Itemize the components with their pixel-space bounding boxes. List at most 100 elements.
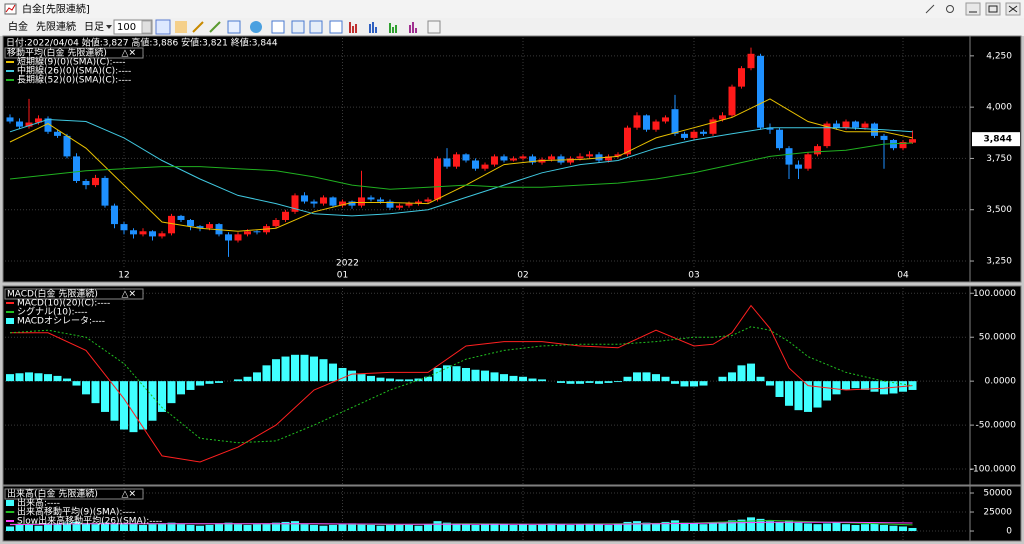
period-label[interactable]: 日足: [84, 21, 104, 33]
candle-body: [367, 197, 375, 200]
y-tick-label: 3,750: [986, 154, 1012, 164]
table-tool[interactable]: [291, 20, 305, 34]
legend-entry: 出来高:----: [17, 497, 60, 509]
histogram-bar: [747, 363, 755, 382]
histogram-bar: [291, 521, 299, 532]
histogram-bar: [120, 381, 128, 430]
candle-body: [215, 224, 223, 235]
histogram-bar: [44, 374, 52, 382]
histogram-bar: [186, 381, 195, 390]
histogram-bar: [53, 524, 62, 532]
histogram-bar: [348, 523, 356, 532]
histogram-bar: [414, 525, 423, 532]
candle-body: [861, 123, 869, 128]
zoom-tool[interactable]: [227, 20, 241, 34]
histogram-bar: [538, 379, 546, 382]
list-tool[interactable]: [309, 20, 323, 34]
candle-body: [576, 156, 584, 159]
histogram-bar: [148, 381, 157, 421]
candle-body: [434, 158, 441, 200]
histogram-bar: [196, 381, 204, 386]
histogram-bar: [509, 375, 518, 382]
histogram-bar: [72, 521, 81, 532]
period-dropdown[interactable]: [106, 25, 112, 29]
pen-tool[interactable]: [192, 21, 204, 33]
contract-label[interactable]: 先限連続: [36, 20, 76, 33]
histogram-bar: [243, 524, 252, 532]
histogram-bar: [671, 520, 679, 532]
close-glyph: [1008, 5, 1018, 13]
candle-body: [548, 156, 555, 160]
y-tick-label: 50.0000: [979, 333, 1016, 343]
line-tool[interactable]: [209, 21, 221, 33]
volume-tool[interactable]: [389, 23, 397, 33]
info-tool[interactable]: [250, 21, 262, 33]
settings-tool[interactable]: [427, 20, 441, 34]
legend-entry: MACD(10)(20)(C):----: [17, 299, 110, 309]
x-tick-label: 12: [118, 271, 129, 281]
histogram-bar: [699, 381, 708, 386]
histogram-bar: [709, 522, 717, 532]
legend-title: 出来高(白金 先限連続): [7, 488, 98, 500]
histogram-bar: [234, 379, 242, 382]
histogram-bar: [196, 525, 204, 532]
histogram-bar: [595, 524, 603, 532]
candle-body: [757, 55, 764, 128]
candle-body: [234, 234, 242, 241]
plots: 3,250 3,500 3,750 4,000 4,250 12 01 02 03 04 2022 3…: [2, 35, 1022, 542]
histogram-bar: [870, 381, 879, 392]
legend-title-box: [4, 47, 144, 59]
legend-entry: 出来高移動平均(9)(SMA):----: [17, 506, 135, 518]
histogram-bar: [338, 367, 347, 382]
histogram-bar: [623, 521, 632, 532]
histogram-bar: [832, 522, 841, 532]
histogram-bar: [585, 523, 594, 532]
histogram-bar: [462, 524, 470, 532]
histogram-bar: [500, 524, 508, 532]
legend-entry: 短期線(9)(0)(SMA)(C):----: [17, 56, 125, 68]
maximize-button[interactable]: [985, 2, 1001, 16]
histogram-bar: [699, 524, 708, 532]
candle-body: [54, 131, 61, 136]
count-spinner[interactable]: [141, 20, 152, 34]
candle-body: [871, 123, 878, 136]
histogram-bar: [585, 381, 594, 383]
hand-tool[interactable]: [175, 21, 187, 33]
last-price-label: 3,844: [984, 135, 1012, 145]
histogram-bar: [538, 524, 546, 532]
histogram-bar: [272, 522, 280, 532]
histogram-bar: [405, 524, 413, 532]
candle-body: [405, 203, 413, 206]
candle-body: [728, 86, 736, 116]
grid-tool[interactable]: [329, 20, 343, 34]
candle-tool[interactable]: [369, 22, 377, 33]
cursor-tool[interactable]: [155, 19, 171, 35]
histogram-bar: [395, 524, 404, 532]
legend-title-box: [4, 488, 144, 500]
histogram-bar: [566, 381, 575, 384]
candle-body: [510, 158, 517, 161]
oscillator-tool[interactable]: [409, 22, 417, 33]
window-tool[interactable]: [271, 20, 285, 34]
symbol-label[interactable]: 白金: [8, 20, 28, 33]
minimize-button[interactable]: [965, 2, 981, 16]
histogram-bar: [737, 365, 746, 382]
indicator-line: [9, 326, 913, 444]
x-tick-label: 01: [337, 271, 348, 281]
histogram-bar: [557, 381, 565, 383]
legend-controls: △✕: [122, 49, 136, 59]
histogram-bar: [452, 523, 461, 532]
candle-body: [310, 201, 318, 204]
link-glyph: [946, 5, 954, 13]
histogram-bar: [642, 522, 651, 532]
candle-body: [738, 68, 745, 87]
candle-body: [652, 121, 660, 130]
candle-body: [282, 211, 289, 220]
histogram-bar: [794, 522, 803, 532]
histogram-bar: [899, 526, 907, 532]
link-button[interactable]: [944, 3, 956, 15]
candle-body: [633, 115, 641, 128]
bar-tool[interactable]: [349, 22, 357, 33]
candle-body: [491, 156, 498, 165]
histogram-bar: [158, 523, 166, 532]
